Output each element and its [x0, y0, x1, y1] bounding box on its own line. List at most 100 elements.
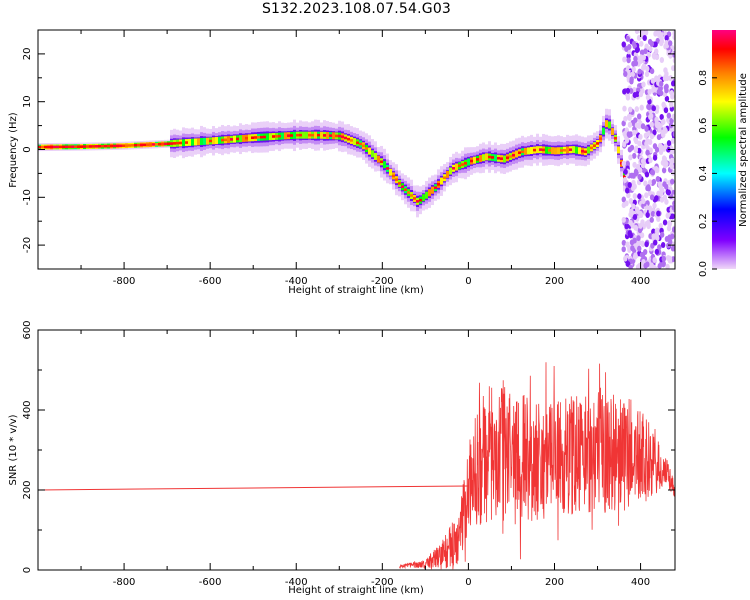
- spectrogram-cell: [605, 120, 608, 128]
- spectrogram-cell: [179, 141, 182, 145]
- spectrogram-cell: [284, 132, 287, 140]
- spectrogram-cell: [611, 128, 614, 136]
- noise-cell: [650, 169, 655, 176]
- noise-cell: [657, 244, 662, 251]
- noise-cell: [667, 255, 673, 262]
- spectrogram-cell: [143, 143, 146, 147]
- noise-cell: [621, 246, 626, 253]
- noise-cell: [667, 40, 673, 47]
- colorbar-gradient: [712, 30, 736, 269]
- noise-cell: [625, 241, 630, 248]
- spectrogram-cell: [101, 144, 104, 148]
- spectrogram-cell: [338, 134, 341, 138]
- noise-cell: [659, 35, 664, 42]
- spectrogram-cell: [557, 147, 560, 155]
- spectrogram-cell: [293, 131, 296, 139]
- noise-cell: [629, 144, 635, 151]
- noise-cell: [666, 225, 672, 232]
- spectrogram-cell: [383, 161, 386, 169]
- spectrogram-cell: [596, 142, 599, 145]
- noise-cell: [625, 136, 630, 143]
- noise-cell: [637, 147, 642, 154]
- noise-cell: [634, 30, 640, 35]
- spectrogram-cell: [545, 146, 548, 154]
- noise-cell: [666, 206, 671, 213]
- noise-cell: [621, 41, 626, 48]
- noise-cell: [644, 125, 649, 132]
- spectrogram-cell: [365, 147, 368, 150]
- spectrogram-cell: [524, 147, 527, 155]
- noise-cell: [654, 248, 660, 255]
- spectrogram-cell: [152, 143, 155, 146]
- spectrogram-cell: [371, 150, 374, 158]
- noise-cell: [638, 222, 643, 229]
- y-tick-label: 20: [22, 48, 33, 61]
- noise-cell: [664, 183, 669, 190]
- noise-cell: [628, 264, 633, 269]
- noise-cell: [634, 122, 640, 129]
- x-tick-label: 0: [465, 577, 471, 588]
- spectrogram-cell: [302, 131, 305, 139]
- y-tick-label: 200: [22, 480, 33, 499]
- spectrogram-cell: [59, 145, 62, 149]
- spectrogram-cell: [470, 159, 473, 163]
- noise-cell: [623, 115, 628, 122]
- noise-cell: [654, 146, 660, 153]
- colorbar-label: Normalized spectral amplitude: [738, 73, 749, 227]
- spectrogram-cell: [440, 177, 443, 185]
- spectrogram-cell: [410, 194, 413, 197]
- noise-cell: [642, 35, 647, 42]
- noise-cell: [670, 213, 675, 220]
- spectrogram-cell: [329, 134, 332, 137]
- spectrogram-cell: [212, 137, 215, 145]
- noise-cell: [668, 75, 673, 82]
- spectrogram-cell: [617, 146, 620, 154]
- x-tick-label: 200: [545, 577, 564, 588]
- noise-cell: [632, 214, 638, 221]
- noise-cell: [661, 118, 666, 125]
- spectrogram-cell: [74, 145, 77, 149]
- spectrogram-cell: [443, 176, 446, 180]
- spectrogram-cell: [389, 168, 392, 176]
- noise-cell: [649, 68, 655, 75]
- noise-cell: [664, 83, 669, 90]
- spectrogram-cell: [251, 136, 254, 140]
- spectrogram-cell: [614, 136, 617, 140]
- spectrogram-cell: [554, 147, 557, 155]
- noise-cell: [642, 248, 648, 255]
- spectrogram-cell: [176, 141, 179, 145]
- spectrogram-cell: [515, 150, 518, 158]
- spectrogram-cell: [65, 145, 68, 149]
- noise-cell: [651, 86, 656, 93]
- noise-cell: [670, 80, 675, 87]
- y-tick-label: 0: [22, 146, 33, 152]
- spectrogram-cell: [536, 146, 539, 154]
- noise-cell: [626, 131, 632, 138]
- noise-cell: [625, 187, 630, 194]
- spectrogram-cell: [227, 136, 230, 144]
- noise-cell: [662, 75, 668, 82]
- spectrogram-cell: [350, 139, 353, 142]
- noise-cell: [648, 157, 653, 164]
- noise-cell: [666, 140, 672, 147]
- spectrogram-cell: [488, 155, 491, 159]
- spectrogram-cell: [98, 144, 101, 148]
- spectrogram-cell: [323, 134, 326, 137]
- spectrogram-cell: [38, 145, 41, 149]
- x-tick-label: -800: [113, 577, 136, 588]
- spectrogram-cell: [602, 127, 605, 135]
- snr-line: [399, 362, 675, 570]
- noise-cell: [671, 65, 675, 72]
- noise-cell: [647, 190, 653, 197]
- noise-cell: [632, 253, 638, 260]
- spectrogram-cell: [269, 133, 272, 141]
- noise-cell: [659, 187, 665, 194]
- spectrogram-cell: [599, 137, 602, 140]
- spectrogram-cell: [200, 138, 203, 146]
- noise-cell: [662, 219, 668, 226]
- spectrogram-cell: [392, 174, 395, 178]
- noise-cell: [652, 202, 657, 209]
- spectrogram-cell: [359, 142, 362, 146]
- spectrogram-cell: [233, 135, 236, 143]
- noise-cell: [626, 113, 632, 120]
